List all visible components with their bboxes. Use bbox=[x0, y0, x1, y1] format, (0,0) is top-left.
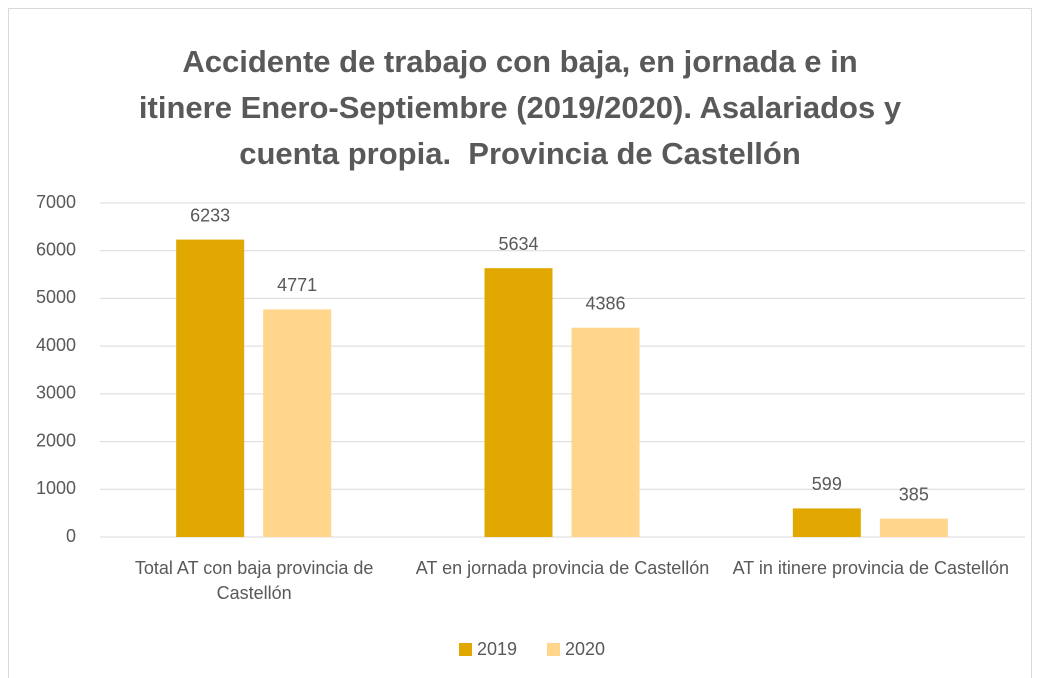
x-tick-label: AT en jornada provincia de Castellón bbox=[415, 558, 710, 578]
chart-border bbox=[8, 8, 1032, 678]
chart-title: Accidente de trabajo con baja, en jornad… bbox=[182, 44, 857, 79]
y-tick-label: 6000 bbox=[36, 239, 76, 259]
y-tick-label: 2000 bbox=[36, 430, 76, 450]
chart-title: itinere Enero-Septiembre (2019/2020). As… bbox=[139, 90, 902, 125]
bar bbox=[176, 239, 245, 537]
bar bbox=[879, 518, 948, 537]
bar bbox=[484, 268, 553, 537]
chart-title: cuenta propia. Provincia de Castellón bbox=[239, 136, 801, 171]
data-label: 4771 bbox=[277, 275, 317, 295]
y-tick-label: 5000 bbox=[36, 287, 76, 307]
data-label: 4386 bbox=[585, 293, 625, 313]
legend-swatch bbox=[459, 643, 472, 656]
bar bbox=[263, 309, 332, 537]
data-label: 5634 bbox=[498, 234, 538, 254]
y-tick-label: 7000 bbox=[36, 192, 76, 212]
data-label: 385 bbox=[899, 484, 929, 504]
y-tick-label: 0 bbox=[66, 526, 76, 546]
data-label: 6233 bbox=[190, 205, 230, 225]
legend-swatch bbox=[547, 643, 560, 656]
legend-label: 2020 bbox=[565, 639, 605, 659]
y-tick-label: 3000 bbox=[36, 383, 76, 403]
x-tick-label: Total AT con baja provincia de Castellón bbox=[134, 558, 374, 603]
bar bbox=[571, 327, 640, 537]
x-tick-label: AT in itinere provincia de Castellón bbox=[732, 558, 1010, 578]
data-label: 599 bbox=[812, 474, 842, 494]
legend-label: 2019 bbox=[477, 639, 517, 659]
y-tick-label: 4000 bbox=[36, 335, 76, 355]
y-tick-label: 1000 bbox=[36, 478, 76, 498]
bar bbox=[792, 508, 861, 537]
